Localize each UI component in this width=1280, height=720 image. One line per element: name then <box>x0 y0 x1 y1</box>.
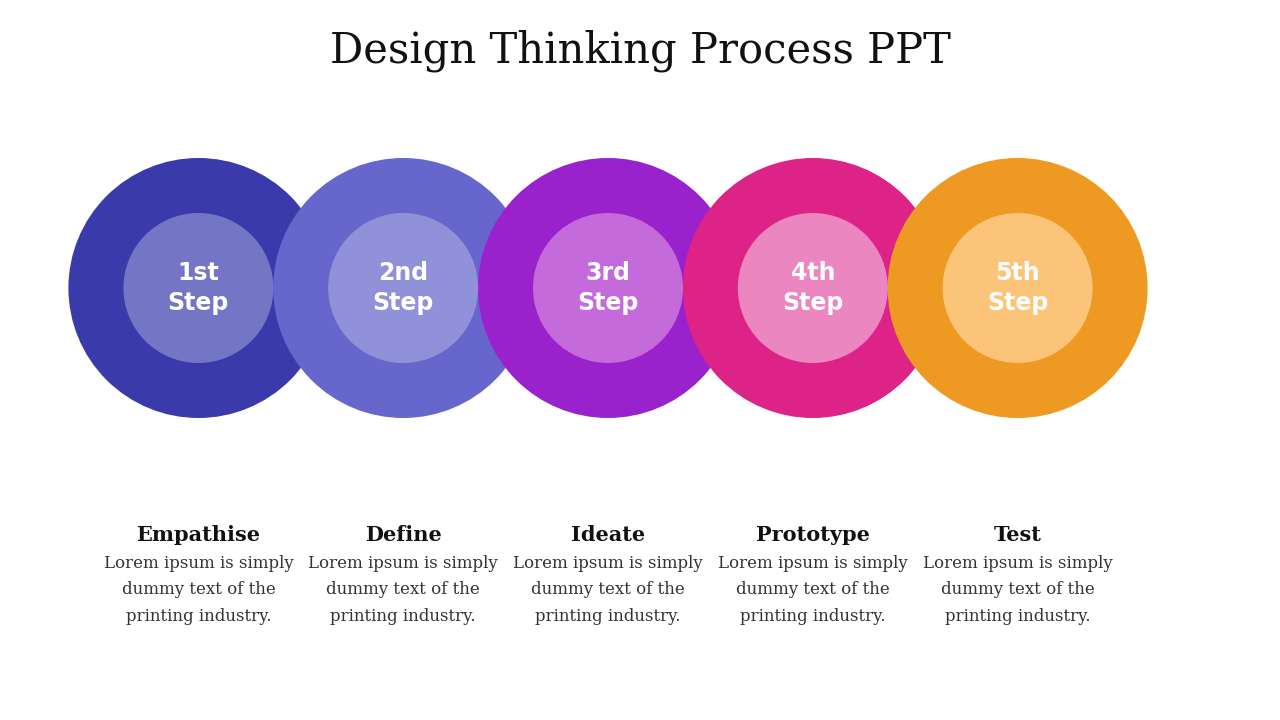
Text: Lorem ipsum is simply
dummy text of the
printing industry.: Lorem ipsum is simply dummy text of the … <box>104 555 293 624</box>
Circle shape <box>682 158 943 418</box>
Text: Design Thinking Process PPT: Design Thinking Process PPT <box>329 29 951 72</box>
Circle shape <box>68 158 329 418</box>
Circle shape <box>942 213 1093 363</box>
Text: Test: Test <box>993 525 1042 545</box>
Text: Lorem ipsum is simply
dummy text of the
printing industry.: Lorem ipsum is simply dummy text of the … <box>718 555 908 624</box>
Text: Lorem ipsum is simply
dummy text of the
printing industry.: Lorem ipsum is simply dummy text of the … <box>513 555 703 624</box>
Text: 4th
Step: 4th Step <box>782 261 844 315</box>
Circle shape <box>328 213 479 363</box>
Circle shape <box>887 158 1148 418</box>
Text: 3rd
Step: 3rd Step <box>577 261 639 315</box>
Text: 2nd
Step: 2nd Step <box>372 261 434 315</box>
Text: 5th
Step: 5th Step <box>987 261 1048 315</box>
Circle shape <box>532 213 684 363</box>
Circle shape <box>273 158 534 418</box>
FancyArrow shape <box>1183 277 1228 299</box>
Circle shape <box>477 158 739 418</box>
Text: Define: Define <box>365 525 442 545</box>
Text: Ideate: Ideate <box>571 525 645 545</box>
Circle shape <box>123 213 274 363</box>
Text: Lorem ipsum is simply
dummy text of the
printing industry.: Lorem ipsum is simply dummy text of the … <box>308 555 498 624</box>
Text: Empathise: Empathise <box>137 525 260 545</box>
Circle shape <box>737 213 888 363</box>
Text: 1st
Step: 1st Step <box>168 261 229 315</box>
Text: Prototype: Prototype <box>756 525 869 545</box>
Text: Lorem ipsum is simply
dummy text of the
printing industry.: Lorem ipsum is simply dummy text of the … <box>923 555 1112 624</box>
